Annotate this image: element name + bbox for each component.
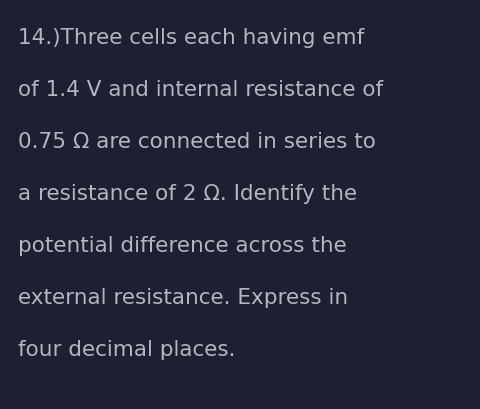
Text: four decimal places.: four decimal places. xyxy=(18,339,235,359)
Text: potential difference across the: potential difference across the xyxy=(18,236,346,255)
Text: 0.75 Ω are connected in series to: 0.75 Ω are connected in series to xyxy=(18,132,375,152)
Text: external resistance. Express in: external resistance. Express in xyxy=(18,287,348,307)
Text: a resistance of 2 Ω. Identify the: a resistance of 2 Ω. Identify the xyxy=(18,184,356,204)
Text: of 1.4 V and internal resistance of: of 1.4 V and internal resistance of xyxy=(18,80,383,100)
Text: 14.)Three cells each having emf: 14.)Three cells each having emf xyxy=(18,28,363,48)
